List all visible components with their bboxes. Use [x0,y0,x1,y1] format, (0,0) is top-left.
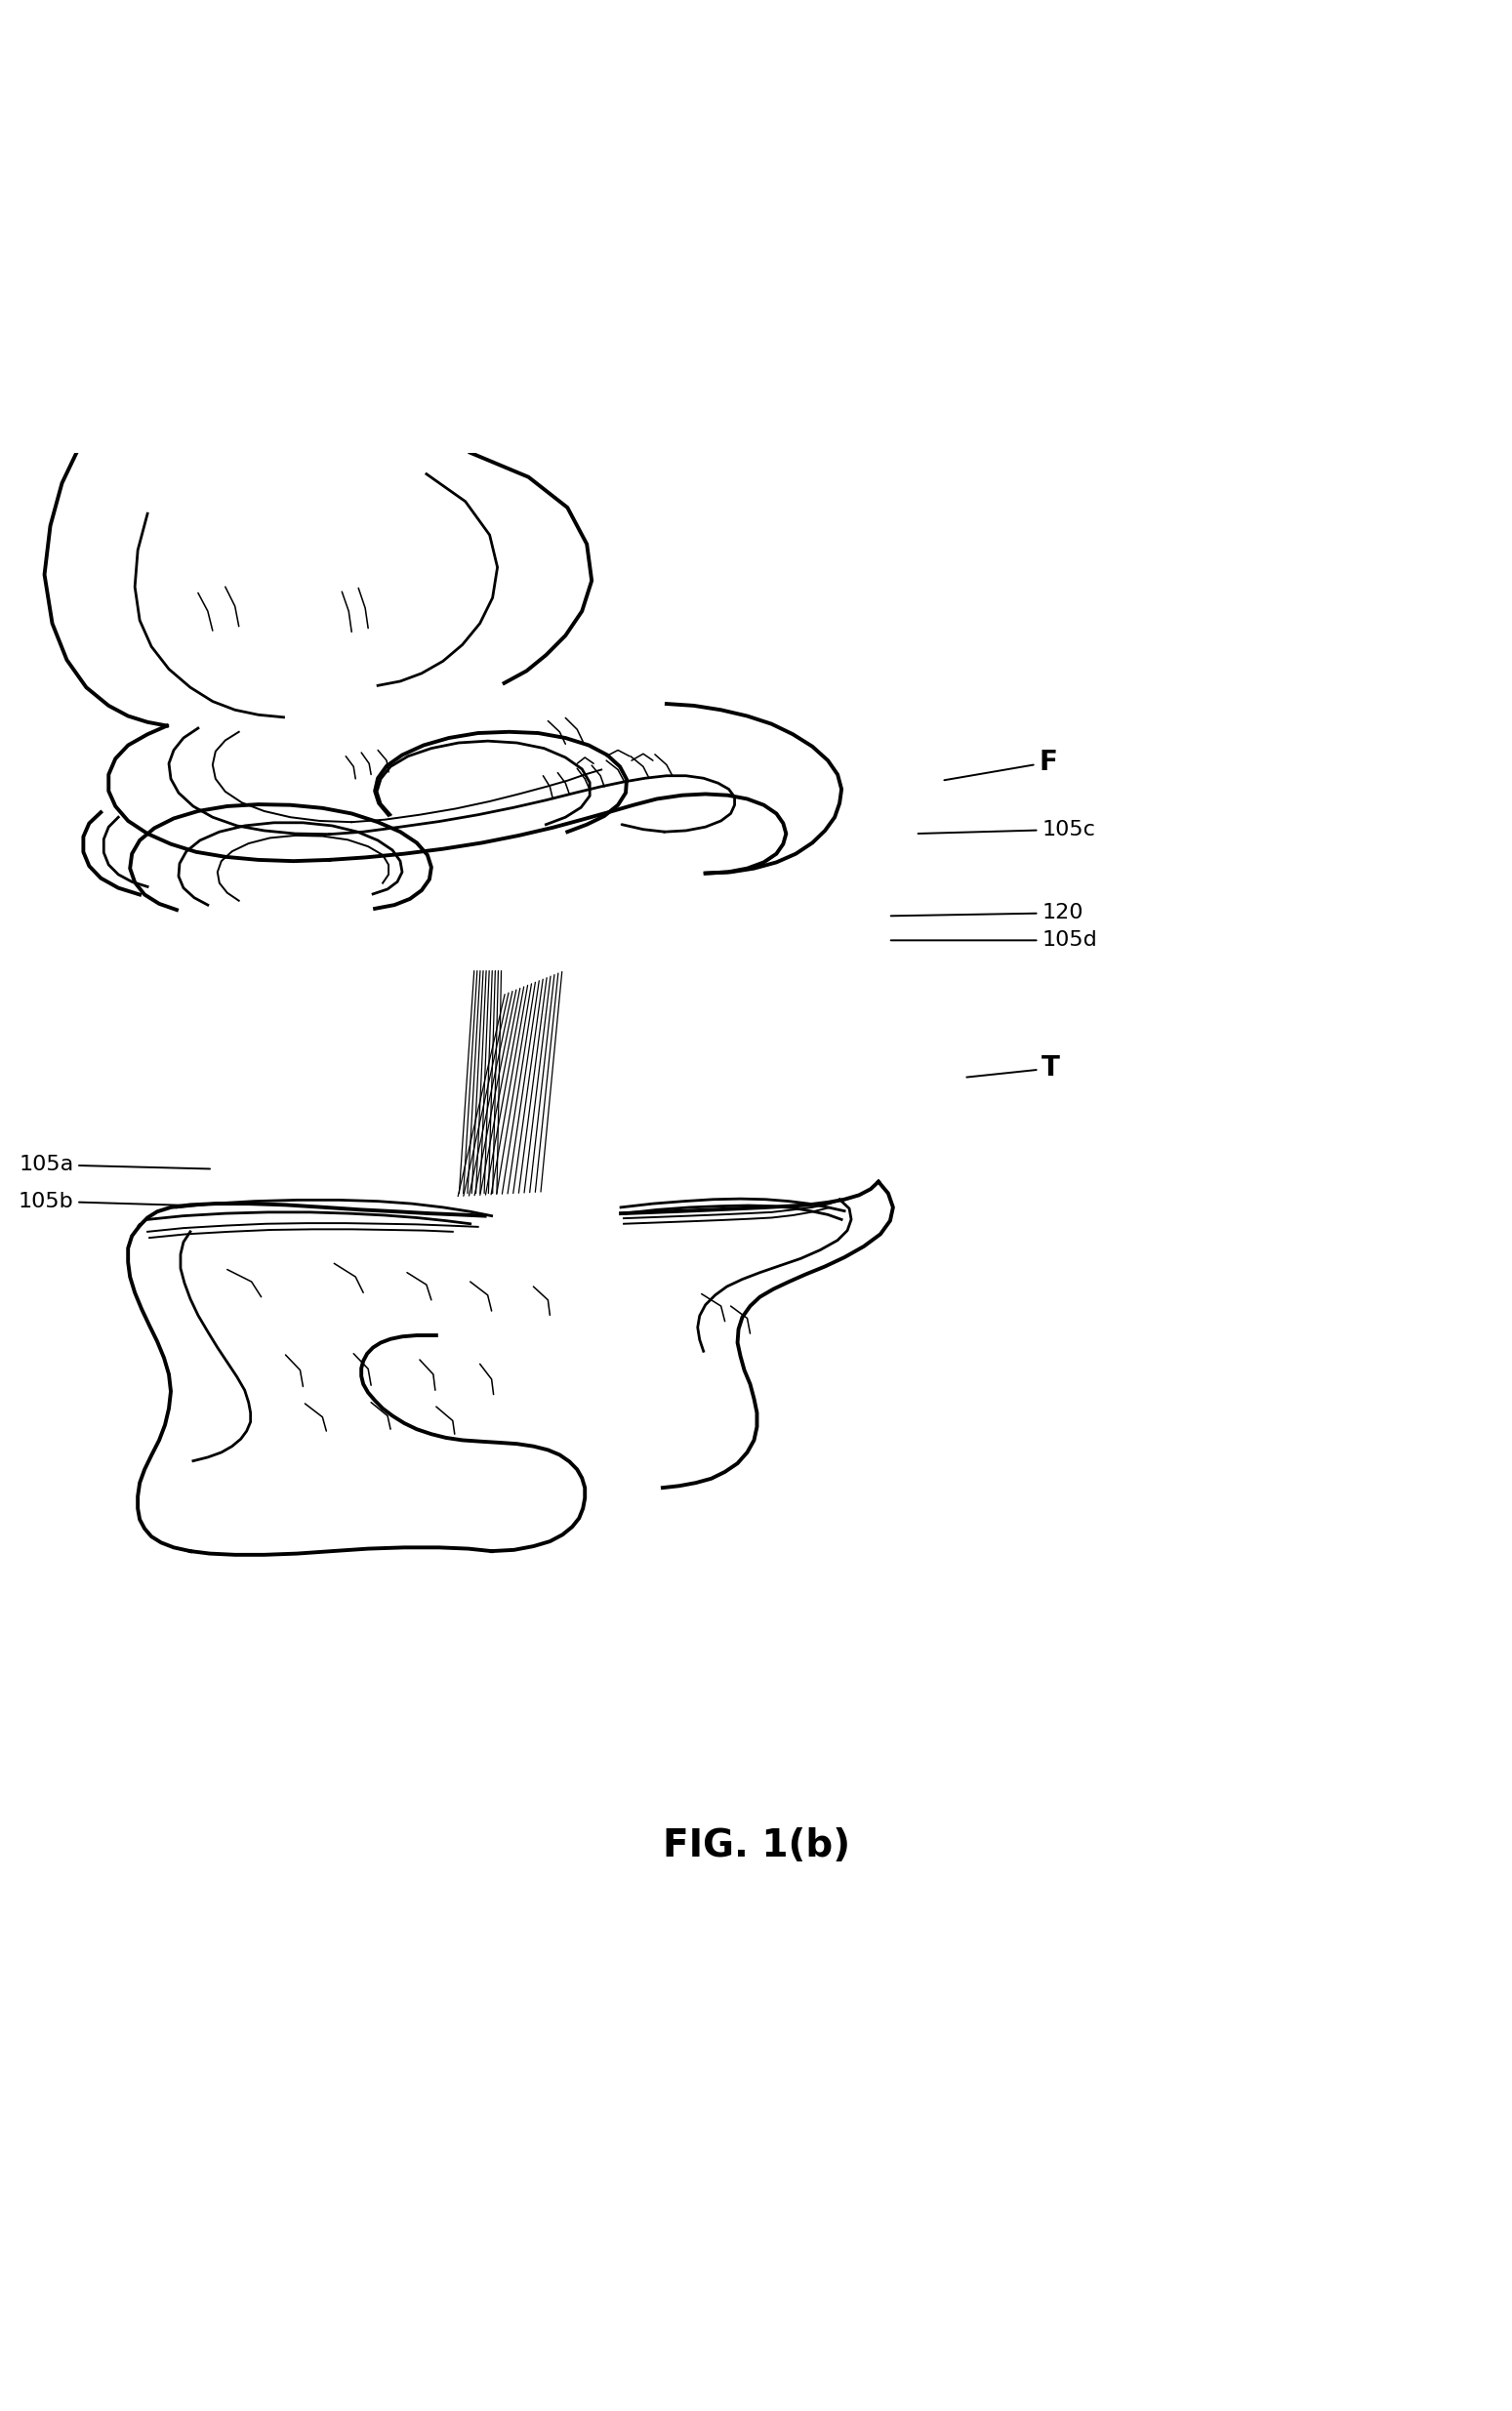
Text: 105b: 105b [18,1191,187,1210]
Text: F: F [945,750,1057,781]
Text: FIG. 1(b): FIG. 1(b) [664,1828,851,1864]
Text: 105d: 105d [891,931,1098,950]
Text: 120: 120 [891,904,1083,923]
Text: 105a: 105a [18,1155,210,1174]
Text: 105c: 105c [918,820,1095,839]
Text: T: T [966,1054,1060,1083]
